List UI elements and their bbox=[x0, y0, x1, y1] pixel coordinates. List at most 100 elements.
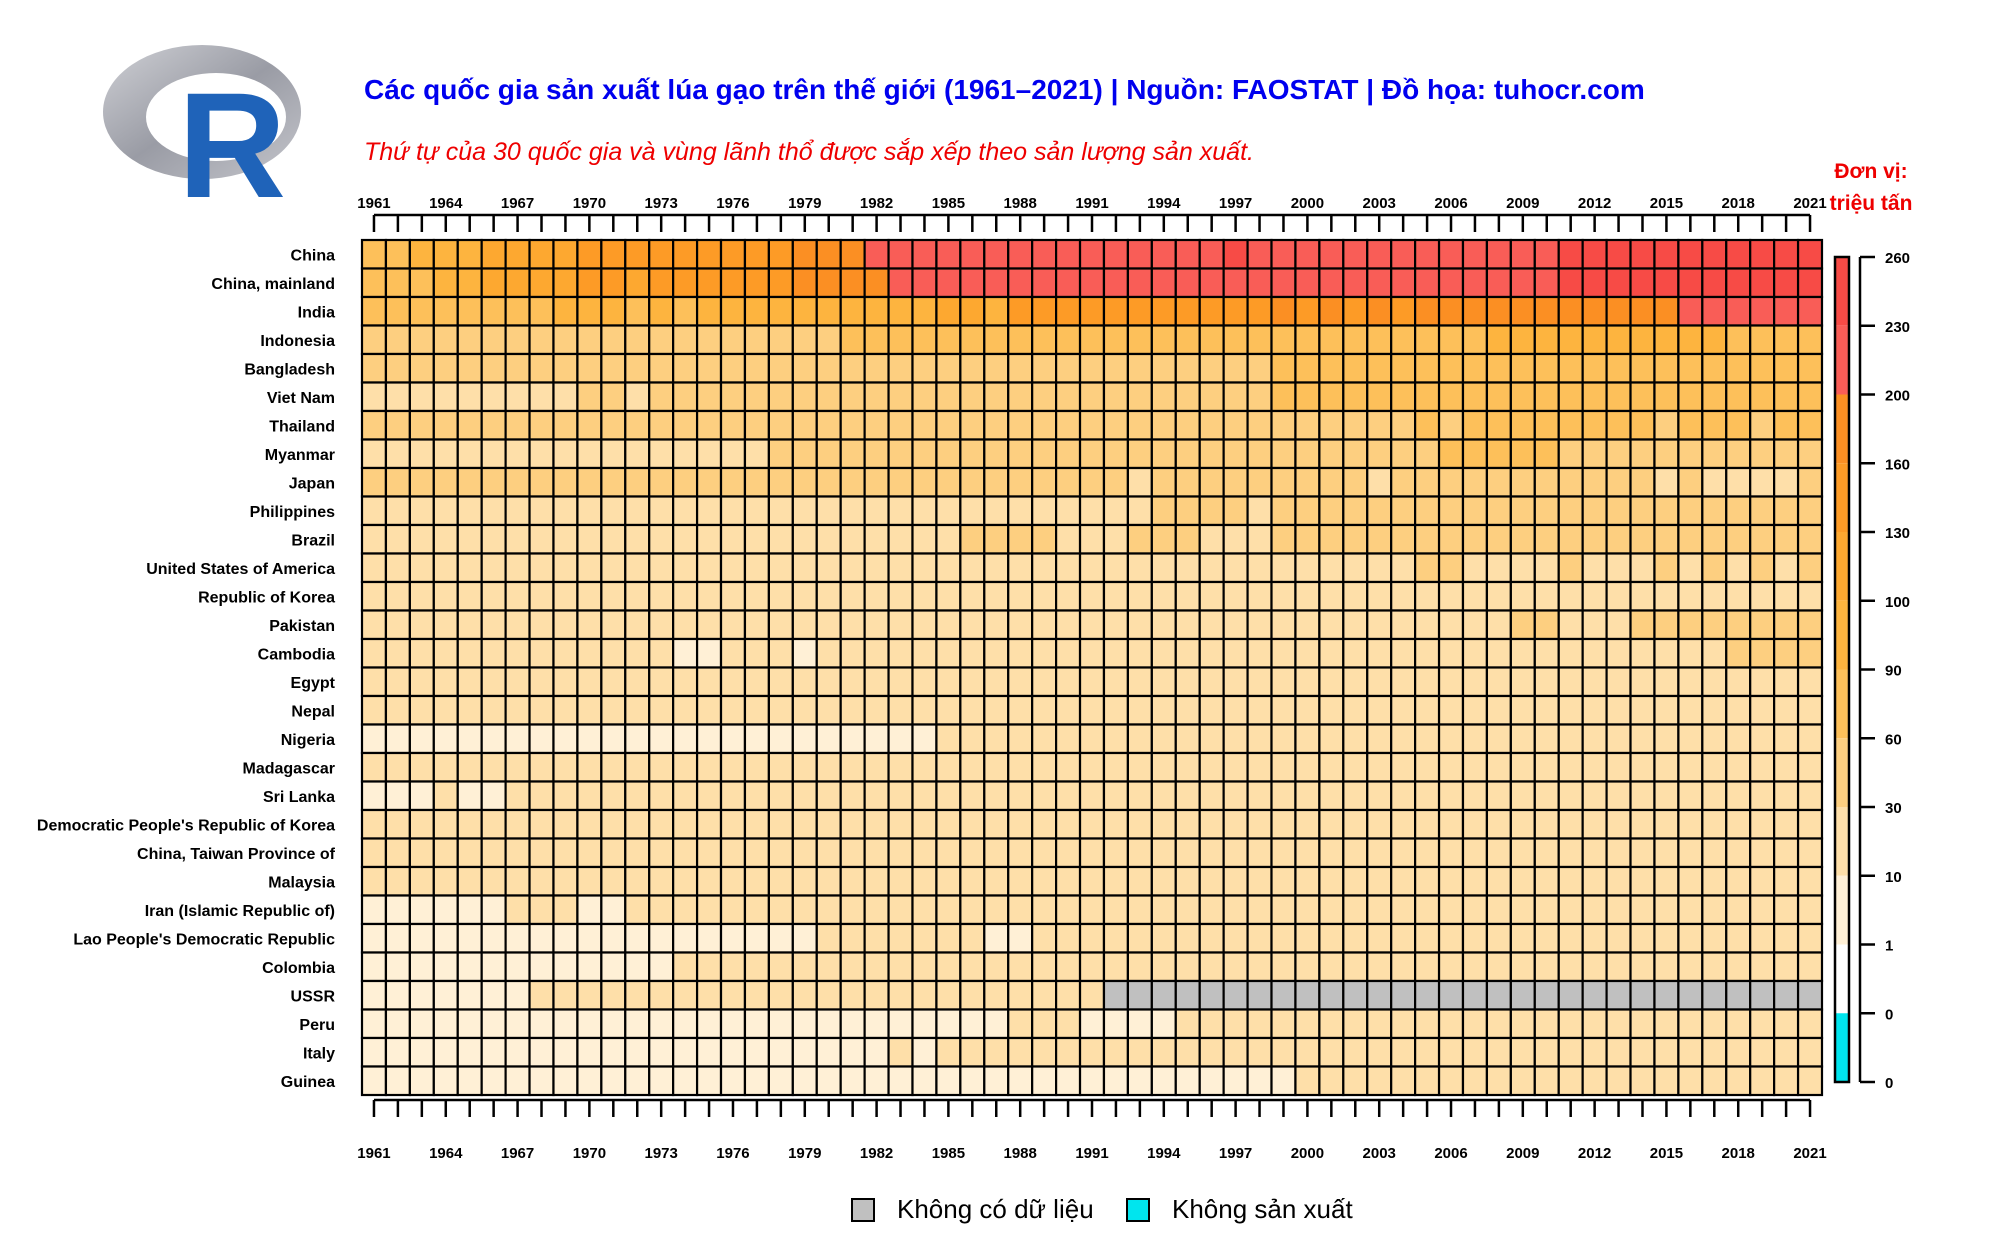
heatmap-cell bbox=[624, 694, 651, 726]
heatmap-cell bbox=[887, 751, 914, 783]
heatmap-cell bbox=[791, 1008, 818, 1040]
heatmap-cell bbox=[983, 267, 1010, 299]
heatmap-cell bbox=[1749, 609, 1776, 641]
heatmap-cell bbox=[360, 666, 388, 698]
heatmap-cell bbox=[959, 1065, 986, 1097]
heatmap-cell bbox=[1629, 723, 1656, 755]
heatmap-cell bbox=[1701, 694, 1728, 726]
heatmap-cell bbox=[791, 637, 818, 669]
heatmap-cell bbox=[935, 267, 962, 299]
heatmap-cell bbox=[1677, 1008, 1704, 1040]
heatmap-cell bbox=[959, 922, 986, 954]
heatmap-cell bbox=[839, 238, 866, 270]
heatmap-cell bbox=[384, 238, 411, 270]
heatmap-cell bbox=[815, 438, 842, 470]
heatmap-cell bbox=[1222, 1036, 1249, 1068]
heatmap-cell bbox=[360, 1036, 388, 1068]
heatmap-cell bbox=[1773, 580, 1800, 612]
heatmap-cell bbox=[384, 922, 411, 954]
colorbar-tick-label: 1 bbox=[1885, 938, 1893, 955]
heatmap-cell bbox=[767, 922, 794, 954]
heatmap-cell bbox=[1126, 295, 1153, 327]
heatmap-cell bbox=[839, 523, 866, 555]
heatmap-cell bbox=[1653, 552, 1680, 584]
heatmap-cell bbox=[1796, 922, 1824, 954]
heatmap-cell bbox=[1629, 951, 1656, 983]
heatmap-cell bbox=[935, 1008, 962, 1040]
heatmap-cell bbox=[432, 580, 459, 612]
heatmap-cell bbox=[1270, 951, 1297, 983]
heatmap-cell bbox=[1054, 751, 1082, 783]
heatmap-cell bbox=[1749, 894, 1776, 926]
heatmap-cell bbox=[648, 495, 675, 527]
heatmap-cell bbox=[1054, 837, 1082, 869]
heatmap-cell bbox=[1414, 609, 1441, 641]
heatmap-cell bbox=[887, 409, 914, 441]
heatmap-cell bbox=[1031, 552, 1058, 584]
heatmap-cell bbox=[959, 865, 986, 897]
heatmap-cell bbox=[1437, 922, 1465, 954]
heatmap-cell bbox=[1054, 1008, 1082, 1040]
heatmap-cell bbox=[1174, 894, 1201, 926]
heatmap-cell bbox=[1174, 666, 1201, 698]
heatmap-cell bbox=[1174, 352, 1201, 384]
heatmap-cell bbox=[480, 381, 507, 413]
heatmap-cell bbox=[648, 324, 675, 356]
heatmap-cell bbox=[1796, 723, 1824, 755]
heatmap-cell bbox=[815, 780, 842, 812]
heatmap-cell bbox=[959, 894, 986, 926]
heatmap-cell bbox=[1198, 951, 1225, 983]
heatmap-cell bbox=[672, 466, 699, 498]
heatmap-cell bbox=[1581, 1008, 1608, 1040]
heatmap-cell bbox=[1031, 1065, 1058, 1097]
heatmap-cell bbox=[1414, 552, 1441, 584]
heatmap-cell bbox=[384, 381, 411, 413]
heatmap-cell bbox=[504, 780, 531, 812]
heatmap-cell bbox=[1485, 238, 1512, 270]
heatmap-cell bbox=[480, 295, 507, 327]
heatmap-cell bbox=[1270, 381, 1297, 413]
heatmap-cell bbox=[767, 381, 794, 413]
heatmap-cell bbox=[528, 409, 555, 441]
heatmap-cell bbox=[1078, 580, 1106, 612]
heatmap-cell bbox=[624, 238, 651, 270]
heatmap-cell bbox=[600, 609, 627, 641]
heatmap-cell bbox=[1031, 267, 1058, 299]
heatmap-cell bbox=[1629, 352, 1656, 384]
heatmap-cell bbox=[719, 523, 747, 555]
heatmap-cell bbox=[648, 523, 675, 555]
heatmap-cell bbox=[815, 466, 842, 498]
heatmap-cell bbox=[600, 238, 627, 270]
heatmap-cell bbox=[695, 666, 723, 698]
heatmap-cell bbox=[1653, 324, 1680, 356]
heatmap-cell bbox=[1246, 438, 1273, 470]
heatmap-cell bbox=[1054, 267, 1082, 299]
heatmap-cell bbox=[815, 951, 842, 983]
year-tick-label: 1985 bbox=[932, 1145, 965, 1162]
heatmap-cell bbox=[1366, 324, 1393, 356]
heatmap-cell bbox=[1749, 723, 1776, 755]
heatmap-cell bbox=[1509, 466, 1536, 498]
row-label: Japan bbox=[289, 475, 335, 492]
heatmap-cell bbox=[839, 837, 866, 869]
heatmap-cell bbox=[1150, 580, 1177, 612]
heatmap-cell bbox=[1533, 637, 1560, 669]
row-label: Sri Lanka bbox=[263, 789, 335, 806]
heatmap-cell bbox=[695, 238, 723, 270]
heatmap-cell bbox=[1318, 295, 1345, 327]
heatmap-cell bbox=[1007, 723, 1034, 755]
heatmap-cell bbox=[1390, 409, 1417, 441]
heatmap-cell bbox=[839, 580, 866, 612]
heatmap-cell bbox=[504, 922, 531, 954]
heatmap-cell bbox=[1749, 495, 1776, 527]
heatmap-cell bbox=[1294, 1036, 1321, 1068]
heatmap-cell bbox=[1581, 238, 1608, 270]
heatmap-cell bbox=[600, 723, 627, 755]
heatmap-cell bbox=[672, 324, 699, 356]
heatmap-cell bbox=[432, 723, 459, 755]
heatmap-cell bbox=[360, 979, 388, 1011]
heatmap-cell bbox=[408, 267, 435, 299]
heatmap-cell bbox=[1246, 922, 1273, 954]
heatmap-cell bbox=[1437, 694, 1465, 726]
year-tick-label: 2021 bbox=[1793, 195, 1826, 212]
